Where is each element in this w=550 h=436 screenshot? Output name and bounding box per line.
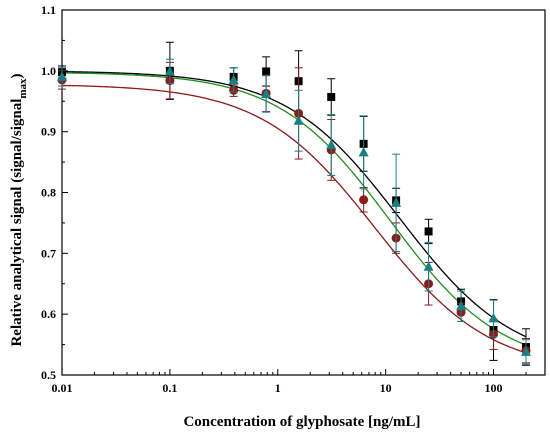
y-axis-title: Relative analytical signal (signal/signa… (9, 73, 29, 346)
y-axis-title-subscript: max (17, 78, 29, 99)
y-tick-label: 0.5 (41, 368, 56, 382)
data-point-triangle (164, 65, 175, 76)
x-tick-label: 0.01 (52, 381, 73, 395)
y-tick-label: 0.8 (41, 186, 56, 200)
y-axis-title-close: ) (9, 73, 25, 78)
data-point-triangle (423, 261, 434, 271)
plot-frame (61, 9, 546, 376)
data-point-triangle (358, 146, 369, 157)
y-tick-label: 0.7 (41, 246, 56, 260)
data-point-triangle (456, 300, 467, 311)
y-tick-label: 1.1 (41, 3, 56, 17)
y-tick-label: 1.0 (41, 64, 56, 78)
data-point-triangle (228, 74, 239, 84)
plot-area: 0.01 0.1 1 10 100 0.5 0.6 0.7 0.8 0.9 1.0 1.1 (41, 3, 546, 395)
data-point-square (424, 227, 433, 236)
y-tick-label: 0.6 (41, 307, 56, 321)
fit-curve-1 (61, 70, 527, 338)
data-point-triangle (391, 197, 402, 207)
data-point-circle (359, 195, 369, 205)
data-point-square (262, 67, 271, 76)
data-point-triangle (293, 115, 304, 125)
x-tick-label: 0.1 (162, 381, 177, 395)
data-point-triangle (488, 312, 499, 323)
y-axis-title-main: Relative analytical signal (signal/signa… (9, 99, 25, 347)
x-tick-label: 10 (380, 381, 392, 395)
x-tick-label: 100 (485, 381, 503, 395)
data-point-triangle (57, 71, 67, 81)
data-point-triangle (326, 139, 337, 150)
fit-curve-2 (61, 84, 527, 354)
data-point-triangle (261, 88, 272, 98)
y-tick-label: 0.9 (41, 125, 56, 139)
x-axis-title: Concentration of glyphosate [ng/mL] (183, 414, 420, 430)
data-point-square (327, 92, 336, 101)
x-tick-label: 1 (275, 381, 281, 395)
fit-curve-3 (61, 72, 527, 346)
data-point-triangle (521, 346, 532, 356)
